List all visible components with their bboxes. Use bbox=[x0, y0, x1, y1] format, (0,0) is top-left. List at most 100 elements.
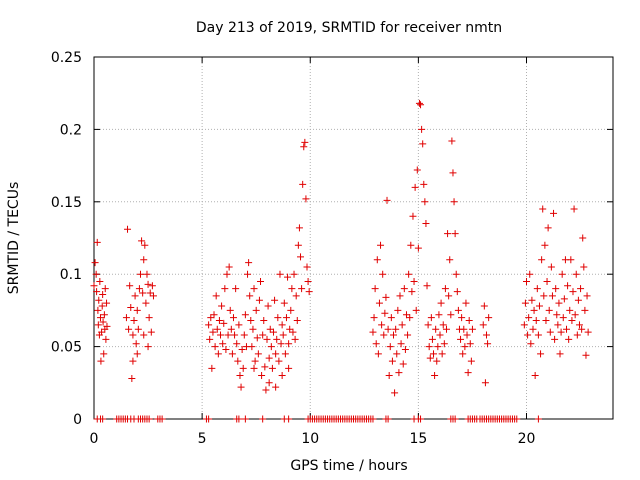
data-point bbox=[532, 317, 540, 325]
data-point bbox=[223, 270, 231, 278]
data-point bbox=[434, 343, 442, 351]
data-point bbox=[534, 415, 542, 423]
data-point bbox=[386, 343, 394, 351]
data-point bbox=[259, 415, 267, 423]
data-point bbox=[371, 285, 379, 293]
data-point bbox=[579, 234, 587, 242]
data-point bbox=[529, 325, 537, 333]
data-point bbox=[417, 415, 425, 423]
data-point bbox=[555, 299, 563, 307]
data-point bbox=[142, 299, 150, 307]
data-point bbox=[140, 331, 148, 339]
data-point bbox=[534, 331, 542, 339]
data-point bbox=[391, 389, 399, 397]
data-point bbox=[99, 415, 107, 423]
data-point bbox=[567, 256, 575, 264]
data-point bbox=[269, 328, 277, 336]
data-point bbox=[433, 357, 441, 365]
data-point bbox=[451, 230, 459, 238]
data-point bbox=[259, 331, 267, 339]
data-point bbox=[439, 321, 447, 329]
data-point bbox=[144, 280, 152, 288]
data-point bbox=[98, 302, 106, 310]
data-point bbox=[224, 331, 232, 339]
data-point bbox=[378, 321, 386, 329]
data-point bbox=[538, 256, 546, 264]
data-point bbox=[300, 143, 308, 151]
data-point bbox=[275, 357, 283, 365]
data-point bbox=[232, 285, 240, 293]
data-point bbox=[395, 369, 403, 377]
data-point bbox=[218, 302, 226, 310]
data-point bbox=[428, 335, 436, 343]
data-point bbox=[553, 311, 561, 319]
data-point bbox=[421, 198, 429, 206]
data-point bbox=[281, 350, 289, 358]
data-point bbox=[262, 386, 270, 394]
data-point bbox=[531, 372, 539, 380]
data-point bbox=[92, 270, 100, 278]
data-point bbox=[265, 379, 273, 387]
data-point bbox=[213, 325, 221, 333]
data-point bbox=[401, 345, 409, 353]
data-point bbox=[235, 415, 243, 423]
data-point bbox=[130, 317, 138, 325]
data-point bbox=[214, 350, 222, 358]
data-point bbox=[450, 198, 458, 206]
data-point bbox=[453, 288, 461, 296]
data-point bbox=[297, 253, 305, 261]
data-point bbox=[413, 166, 421, 174]
data-point bbox=[418, 125, 426, 133]
data-point bbox=[423, 282, 431, 290]
data-point bbox=[260, 317, 268, 325]
data-point bbox=[451, 415, 459, 423]
data-point bbox=[448, 137, 456, 145]
data-point bbox=[388, 357, 396, 365]
data-point bbox=[290, 270, 298, 278]
data-point bbox=[229, 314, 237, 322]
data-point bbox=[124, 225, 132, 233]
data-point bbox=[101, 285, 109, 293]
data-point bbox=[577, 285, 585, 293]
data-point bbox=[554, 321, 562, 329]
data-point bbox=[251, 357, 259, 365]
data-point bbox=[420, 180, 428, 188]
data-point bbox=[382, 293, 390, 301]
data-point bbox=[206, 335, 214, 343]
data-point bbox=[122, 314, 130, 322]
data-point bbox=[437, 299, 445, 307]
data-point bbox=[452, 270, 460, 278]
data-point bbox=[143, 270, 151, 278]
data-point bbox=[459, 350, 467, 358]
data-point bbox=[287, 306, 295, 314]
data-point bbox=[303, 263, 311, 271]
data-point bbox=[141, 241, 149, 249]
data-point bbox=[265, 354, 273, 362]
data-point bbox=[373, 256, 381, 264]
data-point bbox=[249, 325, 257, 333]
data-point bbox=[245, 259, 253, 267]
data-point bbox=[99, 290, 107, 298]
data-point bbox=[146, 289, 154, 297]
data-point bbox=[392, 325, 400, 333]
plot-area-frame bbox=[93, 56, 614, 420]
data-point bbox=[535, 302, 543, 310]
data-point bbox=[261, 363, 269, 371]
data-point bbox=[292, 292, 300, 300]
y-tick-label: 0.1 bbox=[60, 267, 82, 283]
data-point bbox=[244, 270, 252, 278]
data-point bbox=[267, 343, 275, 351]
data-point bbox=[94, 321, 102, 329]
data-point bbox=[369, 328, 377, 336]
y-axis-label: SRMTID / TECUs bbox=[6, 182, 22, 295]
data-point bbox=[559, 314, 567, 322]
data-point bbox=[482, 331, 490, 339]
data-point bbox=[100, 311, 108, 319]
data-point bbox=[241, 311, 249, 319]
data-point bbox=[272, 383, 280, 391]
data-point bbox=[404, 331, 412, 339]
data-point bbox=[454, 306, 462, 314]
data-point bbox=[252, 306, 260, 314]
data-point bbox=[466, 340, 474, 348]
data-point bbox=[93, 238, 101, 246]
